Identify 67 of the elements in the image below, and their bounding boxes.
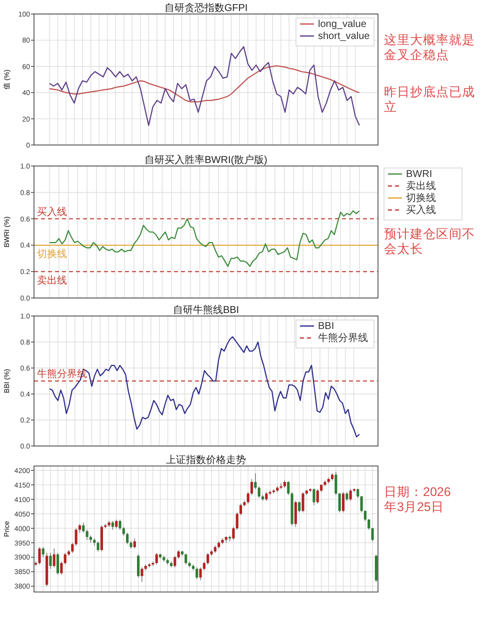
candlestick <box>246 492 250 504</box>
chart-title: 自研牛熊线BBI <box>172 304 240 316</box>
candlestick <box>312 488 316 506</box>
candlestick <box>86 529 88 540</box>
text: 卖出线 <box>37 276 67 287</box>
candlestick <box>155 552 158 565</box>
candlestick <box>298 501 301 513</box>
candlestick <box>52 548 56 568</box>
line-series <box>48 65 360 102</box>
candlestick <box>82 522 85 533</box>
candlestick <box>356 488 360 498</box>
candlestick <box>196 567 198 580</box>
candlestick <box>371 527 374 542</box>
candlestick <box>287 481 290 496</box>
line-series <box>48 46 360 126</box>
legend-label: 卖出线 <box>406 180 436 192</box>
candlestick <box>338 492 341 513</box>
candlestick <box>133 538 136 549</box>
legend-label: long_value <box>318 19 367 30</box>
legend-label: short_value <box>318 31 370 42</box>
candlestick <box>254 472 257 490</box>
candlestick <box>49 552 52 570</box>
candlestick <box>250 478 254 496</box>
chart-title: 自研买入胜率BWRI(散户版) <box>144 154 268 166</box>
legend-label: BWRI <box>406 169 432 180</box>
text: 切换线 <box>37 249 67 260</box>
legend-label: 切换线 <box>406 192 436 204</box>
candlestick <box>364 510 366 522</box>
candlestick <box>38 546 41 565</box>
candlestick <box>118 519 122 530</box>
candlestick <box>342 492 345 513</box>
candlestick <box>334 471 338 496</box>
candlestick <box>232 526 235 540</box>
candlestick <box>74 528 78 546</box>
text: 这里大概率就是金叉企稳点 <box>384 32 475 62</box>
text: 日期：2026年3月25日 <box>384 485 451 514</box>
candlestick <box>100 525 103 552</box>
text: 昨日抄底点已成立 <box>384 85 475 114</box>
candlestick <box>302 492 304 513</box>
candlestick <box>258 486 260 498</box>
candlestick <box>368 518 370 530</box>
candlestick <box>316 488 319 504</box>
candlestick <box>349 488 352 502</box>
text: 预计建仓区间不会太长 <box>384 227 475 256</box>
ref-line-label: 买入线 <box>37 206 67 218</box>
legend-label: BBI <box>318 321 334 332</box>
candlestick <box>174 555 176 568</box>
candlestick <box>236 512 238 530</box>
candlestick <box>96 541 100 552</box>
candlestick <box>137 554 140 578</box>
text: 买入线 <box>406 205 436 216</box>
candlestick <box>360 496 363 513</box>
candlestick <box>199 567 202 581</box>
candlestick <box>42 546 44 558</box>
candlestick <box>239 503 242 516</box>
candlestick <box>56 552 60 575</box>
chart-title: 自研贪恐指数GFPI <box>164 2 248 14</box>
chart-title: 上证指数价格走势 <box>166 454 246 466</box>
candlestick <box>184 553 188 565</box>
candlestick <box>206 552 210 565</box>
candlestick <box>64 552 66 565</box>
candlestick <box>71 542 74 554</box>
candlestick <box>126 532 129 545</box>
text: 牛熊分界线 <box>318 333 368 344</box>
candlestick <box>60 561 63 575</box>
candlestick <box>140 567 144 582</box>
candlestick <box>294 500 297 528</box>
